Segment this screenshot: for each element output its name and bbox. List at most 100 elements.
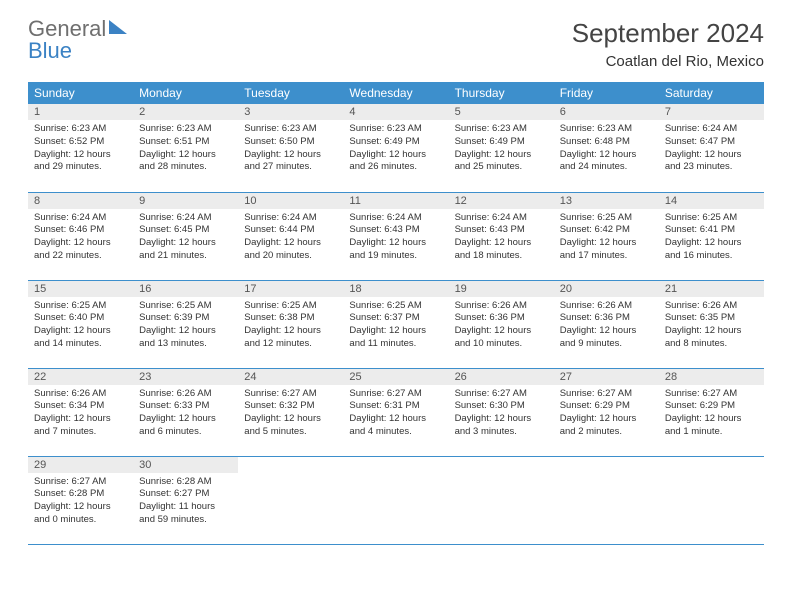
day-number: 24 — [238, 369, 343, 385]
day-number: 20 — [554, 281, 659, 297]
day-number: 8 — [28, 193, 133, 209]
calendar-day-cell: 2Sunrise: 6:23 AMSunset: 6:51 PMDaylight… — [133, 104, 238, 192]
calendar-day-cell: 20Sunrise: 6:26 AMSunset: 6:36 PMDayligh… — [554, 280, 659, 368]
weekday-header: Thursday — [449, 82, 554, 104]
day-text: Sunrise: 6:23 AMSunset: 6:48 PMDaylight:… — [554, 120, 659, 180]
calendar-day-cell: 22Sunrise: 6:26 AMSunset: 6:34 PMDayligh… — [28, 368, 133, 456]
calendar-table: SundayMondayTuesdayWednesdayThursdayFrid… — [28, 82, 764, 545]
day-number: 7 — [659, 104, 764, 120]
calendar-week-row: 15Sunrise: 6:25 AMSunset: 6:40 PMDayligh… — [28, 280, 764, 368]
day-number: 10 — [238, 193, 343, 209]
day-text: Sunrise: 6:23 AMSunset: 6:52 PMDaylight:… — [28, 120, 133, 180]
day-text: Sunrise: 6:23 AMSunset: 6:49 PMDaylight:… — [343, 120, 448, 180]
calendar-week-row: 29Sunrise: 6:27 AMSunset: 6:28 PMDayligh… — [28, 456, 764, 544]
calendar-day-cell: 24Sunrise: 6:27 AMSunset: 6:32 PMDayligh… — [238, 368, 343, 456]
day-text: Sunrise: 6:28 AMSunset: 6:27 PMDaylight:… — [133, 473, 238, 533]
day-text: Sunrise: 6:24 AMSunset: 6:44 PMDaylight:… — [238, 209, 343, 269]
day-number: 23 — [133, 369, 238, 385]
day-text: Sunrise: 6:26 AMSunset: 6:36 PMDaylight:… — [449, 297, 554, 357]
calendar-day-cell: 15Sunrise: 6:25 AMSunset: 6:40 PMDayligh… — [28, 280, 133, 368]
day-number: 15 — [28, 281, 133, 297]
calendar-day-cell: 4Sunrise: 6:23 AMSunset: 6:49 PMDaylight… — [343, 104, 448, 192]
calendar-week-row: 8Sunrise: 6:24 AMSunset: 6:46 PMDaylight… — [28, 192, 764, 280]
calendar-day-cell: 8Sunrise: 6:24 AMSunset: 6:46 PMDaylight… — [28, 192, 133, 280]
day-text: Sunrise: 6:23 AMSunset: 6:51 PMDaylight:… — [133, 120, 238, 180]
day-text: Sunrise: 6:24 AMSunset: 6:43 PMDaylight:… — [343, 209, 448, 269]
day-number: 6 — [554, 104, 659, 120]
day-number: 9 — [133, 193, 238, 209]
day-number: 3 — [238, 104, 343, 120]
day-number: 26 — [449, 369, 554, 385]
calendar-empty-cell — [343, 456, 448, 544]
weekday-header: Saturday — [659, 82, 764, 104]
calendar-day-cell: 18Sunrise: 6:25 AMSunset: 6:37 PMDayligh… — [343, 280, 448, 368]
day-number: 28 — [659, 369, 764, 385]
day-number: 30 — [133, 457, 238, 473]
day-text: Sunrise: 6:27 AMSunset: 6:28 PMDaylight:… — [28, 473, 133, 533]
weekday-header: Tuesday — [238, 82, 343, 104]
calendar-body: 1Sunrise: 6:23 AMSunset: 6:52 PMDaylight… — [28, 104, 764, 544]
weekday-header-row: SundayMondayTuesdayWednesdayThursdayFrid… — [28, 82, 764, 104]
day-number: 25 — [343, 369, 448, 385]
day-text: Sunrise: 6:24 AMSunset: 6:46 PMDaylight:… — [28, 209, 133, 269]
day-text: Sunrise: 6:27 AMSunset: 6:30 PMDaylight:… — [449, 385, 554, 445]
day-number: 19 — [449, 281, 554, 297]
calendar-day-cell: 10Sunrise: 6:24 AMSunset: 6:44 PMDayligh… — [238, 192, 343, 280]
weekday-header: Wednesday — [343, 82, 448, 104]
day-text: Sunrise: 6:25 AMSunset: 6:42 PMDaylight:… — [554, 209, 659, 269]
calendar-day-cell: 9Sunrise: 6:24 AMSunset: 6:45 PMDaylight… — [133, 192, 238, 280]
day-number: 14 — [659, 193, 764, 209]
day-number: 18 — [343, 281, 448, 297]
weekday-header: Sunday — [28, 82, 133, 104]
calendar-day-cell: 14Sunrise: 6:25 AMSunset: 6:41 PMDayligh… — [659, 192, 764, 280]
day-number: 21 — [659, 281, 764, 297]
calendar-week-row: 22Sunrise: 6:26 AMSunset: 6:34 PMDayligh… — [28, 368, 764, 456]
weekday-header: Friday — [554, 82, 659, 104]
title-block: September 2024 Coatlan del Rio, Mexico — [572, 18, 764, 70]
day-text: Sunrise: 6:25 AMSunset: 6:39 PMDaylight:… — [133, 297, 238, 357]
day-number: 13 — [554, 193, 659, 209]
calendar-day-cell: 6Sunrise: 6:23 AMSunset: 6:48 PMDaylight… — [554, 104, 659, 192]
day-text: Sunrise: 6:26 AMSunset: 6:35 PMDaylight:… — [659, 297, 764, 357]
day-number: 4 — [343, 104, 448, 120]
day-text: Sunrise: 6:24 AMSunset: 6:47 PMDaylight:… — [659, 120, 764, 180]
logo-mark-icon — [109, 20, 127, 34]
calendar-day-cell: 17Sunrise: 6:25 AMSunset: 6:38 PMDayligh… — [238, 280, 343, 368]
logo: General Blue — [28, 18, 127, 62]
day-number: 5 — [449, 104, 554, 120]
day-number: 1 — [28, 104, 133, 120]
calendar-day-cell: 3Sunrise: 6:23 AMSunset: 6:50 PMDaylight… — [238, 104, 343, 192]
day-text: Sunrise: 6:27 AMSunset: 6:29 PMDaylight:… — [554, 385, 659, 445]
calendar-day-cell: 30Sunrise: 6:28 AMSunset: 6:27 PMDayligh… — [133, 456, 238, 544]
day-number: 29 — [28, 457, 133, 473]
day-text: Sunrise: 6:25 AMSunset: 6:38 PMDaylight:… — [238, 297, 343, 357]
calendar-day-cell: 29Sunrise: 6:27 AMSunset: 6:28 PMDayligh… — [28, 456, 133, 544]
day-text: Sunrise: 6:26 AMSunset: 6:36 PMDaylight:… — [554, 297, 659, 357]
calendar-day-cell: 5Sunrise: 6:23 AMSunset: 6:49 PMDaylight… — [449, 104, 554, 192]
day-number: 16 — [133, 281, 238, 297]
day-text: Sunrise: 6:24 AMSunset: 6:45 PMDaylight:… — [133, 209, 238, 269]
calendar-day-cell: 16Sunrise: 6:25 AMSunset: 6:39 PMDayligh… — [133, 280, 238, 368]
calendar-day-cell: 26Sunrise: 6:27 AMSunset: 6:30 PMDayligh… — [449, 368, 554, 456]
day-number: 12 — [449, 193, 554, 209]
day-text: Sunrise: 6:26 AMSunset: 6:33 PMDaylight:… — [133, 385, 238, 445]
day-text: Sunrise: 6:23 AMSunset: 6:50 PMDaylight:… — [238, 120, 343, 180]
day-number: 17 — [238, 281, 343, 297]
calendar-day-cell: 19Sunrise: 6:26 AMSunset: 6:36 PMDayligh… — [449, 280, 554, 368]
calendar-day-cell: 7Sunrise: 6:24 AMSunset: 6:47 PMDaylight… — [659, 104, 764, 192]
day-text: Sunrise: 6:24 AMSunset: 6:43 PMDaylight:… — [449, 209, 554, 269]
calendar-day-cell: 11Sunrise: 6:24 AMSunset: 6:43 PMDayligh… — [343, 192, 448, 280]
day-number: 2 — [133, 104, 238, 120]
day-number: 22 — [28, 369, 133, 385]
day-text: Sunrise: 6:27 AMSunset: 6:29 PMDaylight:… — [659, 385, 764, 445]
calendar-empty-cell — [449, 456, 554, 544]
calendar-empty-cell — [238, 456, 343, 544]
calendar-day-cell: 28Sunrise: 6:27 AMSunset: 6:29 PMDayligh… — [659, 368, 764, 456]
calendar-day-cell: 23Sunrise: 6:26 AMSunset: 6:33 PMDayligh… — [133, 368, 238, 456]
calendar-day-cell: 25Sunrise: 6:27 AMSunset: 6:31 PMDayligh… — [343, 368, 448, 456]
day-number: 11 — [343, 193, 448, 209]
day-text: Sunrise: 6:27 AMSunset: 6:32 PMDaylight:… — [238, 385, 343, 445]
day-text: Sunrise: 6:25 AMSunset: 6:37 PMDaylight:… — [343, 297, 448, 357]
calendar-day-cell: 12Sunrise: 6:24 AMSunset: 6:43 PMDayligh… — [449, 192, 554, 280]
day-number: 27 — [554, 369, 659, 385]
